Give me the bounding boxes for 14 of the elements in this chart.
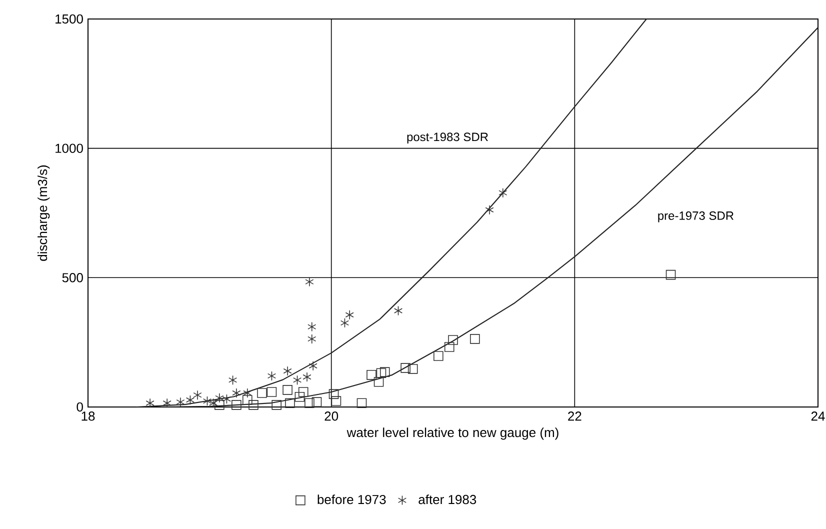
legend-label: after 1983 bbox=[418, 494, 476, 504]
y-axis-title: discharge (m3/s) bbox=[38, 165, 50, 261]
annotation: pre-1973 SDR bbox=[658, 211, 734, 222]
x-tick-label: 24 bbox=[811, 412, 825, 421]
x-tick-label: 18 bbox=[82, 412, 95, 421]
legend-label: before 1973 bbox=[318, 494, 386, 504]
annotation: post-1983 SDR bbox=[407, 132, 488, 144]
x-tick-label: 22 bbox=[568, 412, 582, 421]
y-tick-label: 500 bbox=[62, 273, 83, 282]
y-tick-label: 0 bbox=[76, 402, 83, 412]
x-axis-title: water level relative to new gauge (m) bbox=[346, 428, 558, 440]
y-tick-label: 1500 bbox=[56, 14, 83, 24]
x-tick-label: 20 bbox=[324, 412, 338, 421]
y-tick-label: 1000 bbox=[56, 144, 83, 153]
